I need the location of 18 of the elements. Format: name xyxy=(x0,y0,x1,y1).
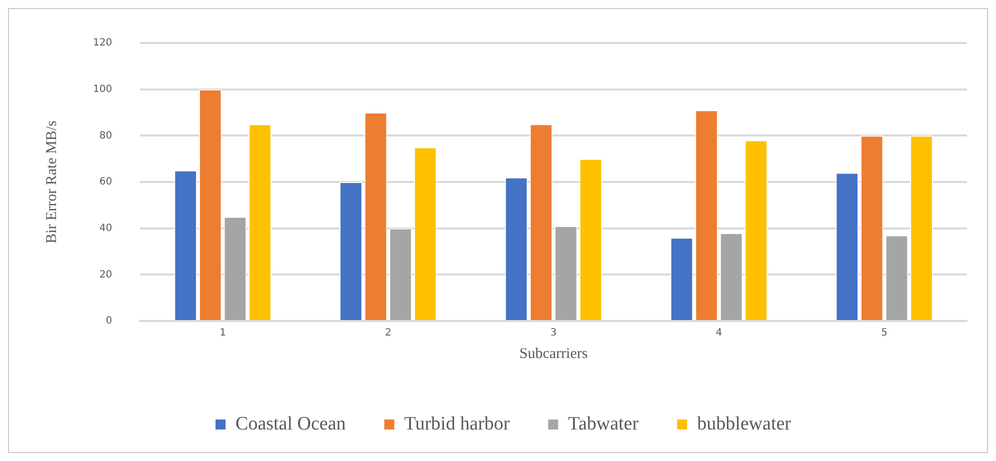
y-tick-label: 60 xyxy=(99,176,112,188)
x-tick-label: 2 xyxy=(384,328,392,339)
y-tick-label: 100 xyxy=(92,84,112,95)
y-tick-label: 120 xyxy=(92,38,112,49)
y-tick-label: 80 xyxy=(99,130,112,142)
legend-label: bubblewater xyxy=(697,413,792,434)
y-axis-title: Bir Error Rate MB/s xyxy=(44,120,60,244)
x-tick-label: 1 xyxy=(220,328,226,339)
x-axis-title: Subcarriers xyxy=(519,346,588,362)
x-tick-label: 3 xyxy=(550,328,557,339)
legend-label: Coastal Ocean xyxy=(236,413,346,434)
y-tick-label: 40 xyxy=(99,222,112,234)
x-tick-label: 4 xyxy=(716,328,722,339)
y-tick-label: 20 xyxy=(99,269,112,280)
legend-label: Tabwater xyxy=(568,413,640,434)
y-tick-label: 0 xyxy=(106,316,112,327)
legend-label: Turbid harbor xyxy=(404,413,510,434)
x-tick-label: 5 xyxy=(881,328,888,339)
